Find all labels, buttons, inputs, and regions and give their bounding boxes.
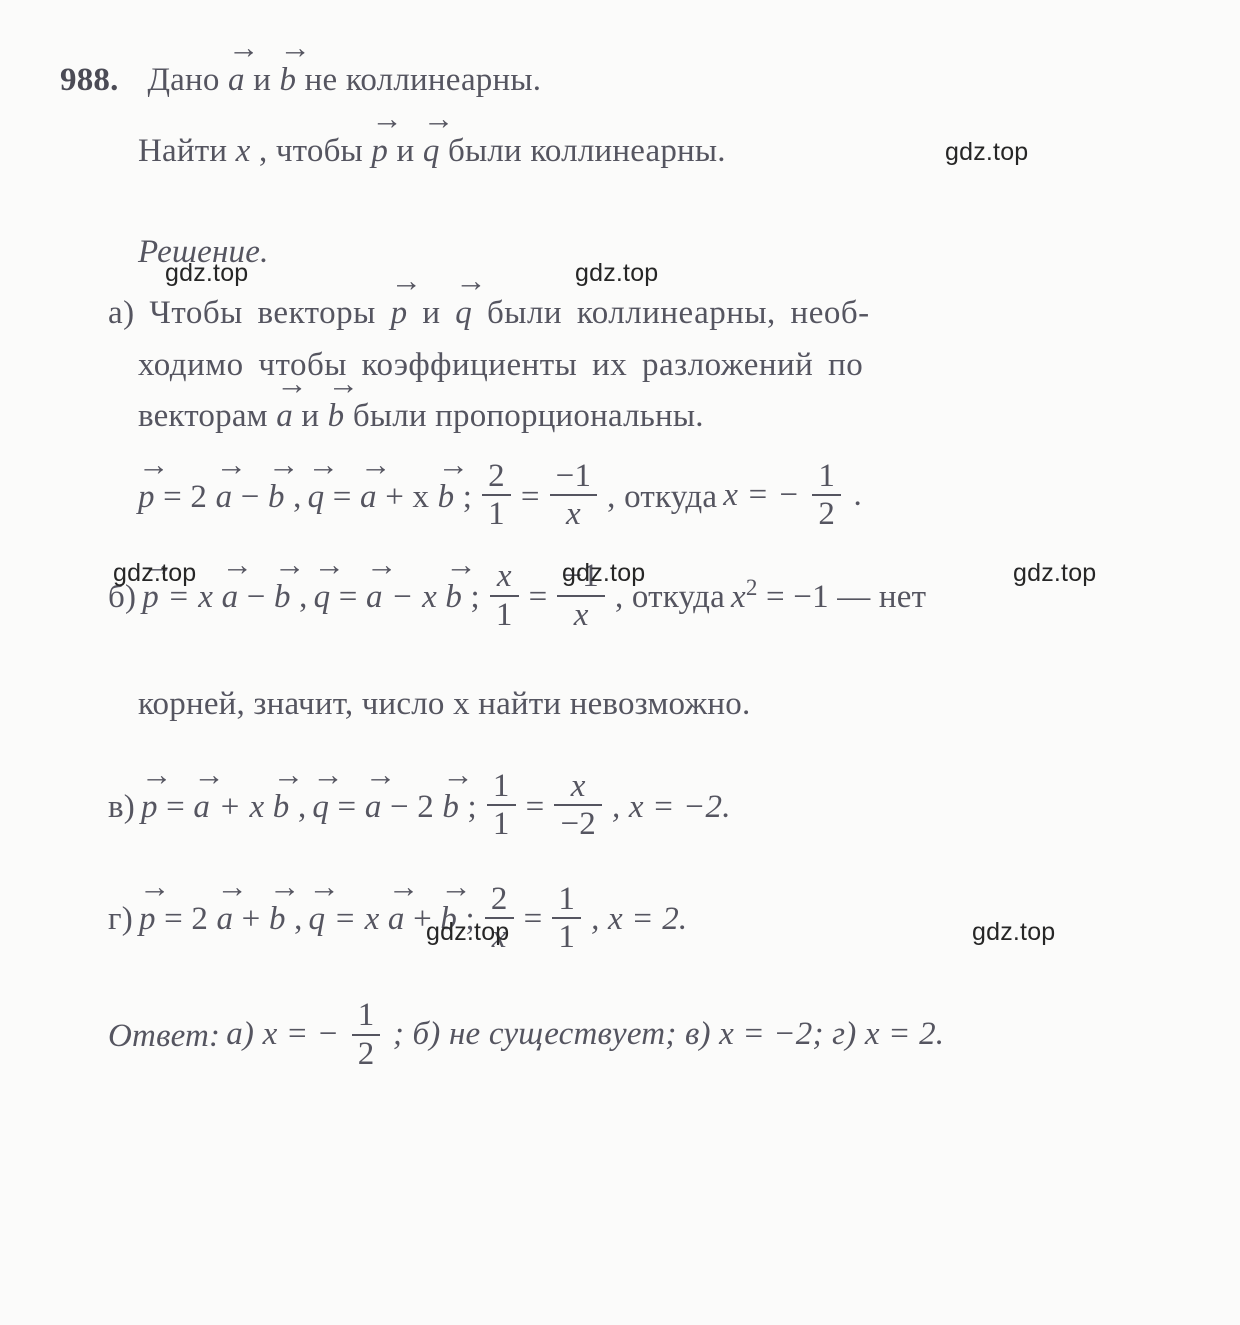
answer-line: Ответ: а) x = − 12 ; б) не существует; в… bbox=[60, 999, 1190, 1074]
page-root: 988. Дано →a и →b не коллинеарны. Найти … bbox=[0, 0, 1240, 1325]
watermark: gdz.top bbox=[1013, 554, 1096, 593]
vec-p: →p bbox=[371, 126, 388, 177]
part-a-text: а) Чтобы векторы →p и →q были коллинеарн… bbox=[60, 288, 1190, 339]
find-prefix: Найти bbox=[138, 133, 236, 169]
vec-q: →q bbox=[423, 126, 440, 177]
vec-a: →a bbox=[228, 55, 245, 106]
watermark: gdz.top bbox=[562, 554, 645, 593]
part-b-line2: корней, значит, число x найти невозможно… bbox=[60, 679, 1190, 730]
x-var: x bbox=[236, 133, 251, 169]
watermark: gdz.top bbox=[165, 254, 248, 293]
part-a-text-2: ходимо чтобы коэффициенты их разложений … bbox=[60, 340, 1190, 391]
find-mid: , чтобы bbox=[259, 133, 371, 169]
watermark: gdz.top bbox=[113, 554, 196, 593]
find-suffix: были коллинеарны. bbox=[448, 133, 726, 169]
given-suffix: не коллинеарны. bbox=[305, 62, 542, 98]
given-prefix: Дано bbox=[147, 62, 228, 98]
watermark: gdz.top bbox=[426, 913, 509, 952]
part-a-eq: →p = 2 →a − →b , →q = →a + x →b ; 21 = −… bbox=[60, 460, 1190, 535]
vec-b: →b bbox=[280, 55, 297, 106]
part-a-text-3: векторам →a и →b были пропорциональны. bbox=[60, 391, 1190, 442]
watermark: gdz.top bbox=[575, 254, 658, 293]
watermark: gdz.top bbox=[945, 133, 1028, 172]
problem-heading: 988. Дано →a и →b не коллинеарны. bbox=[60, 55, 1190, 106]
problem-number: 988. bbox=[60, 62, 119, 98]
part-c-eq: в) →p = →a + x →b , →q = →a − 2 →b ; 11 … bbox=[60, 770, 1190, 845]
given-mid: и bbox=[253, 62, 279, 98]
watermark: gdz.top bbox=[972, 913, 1055, 952]
